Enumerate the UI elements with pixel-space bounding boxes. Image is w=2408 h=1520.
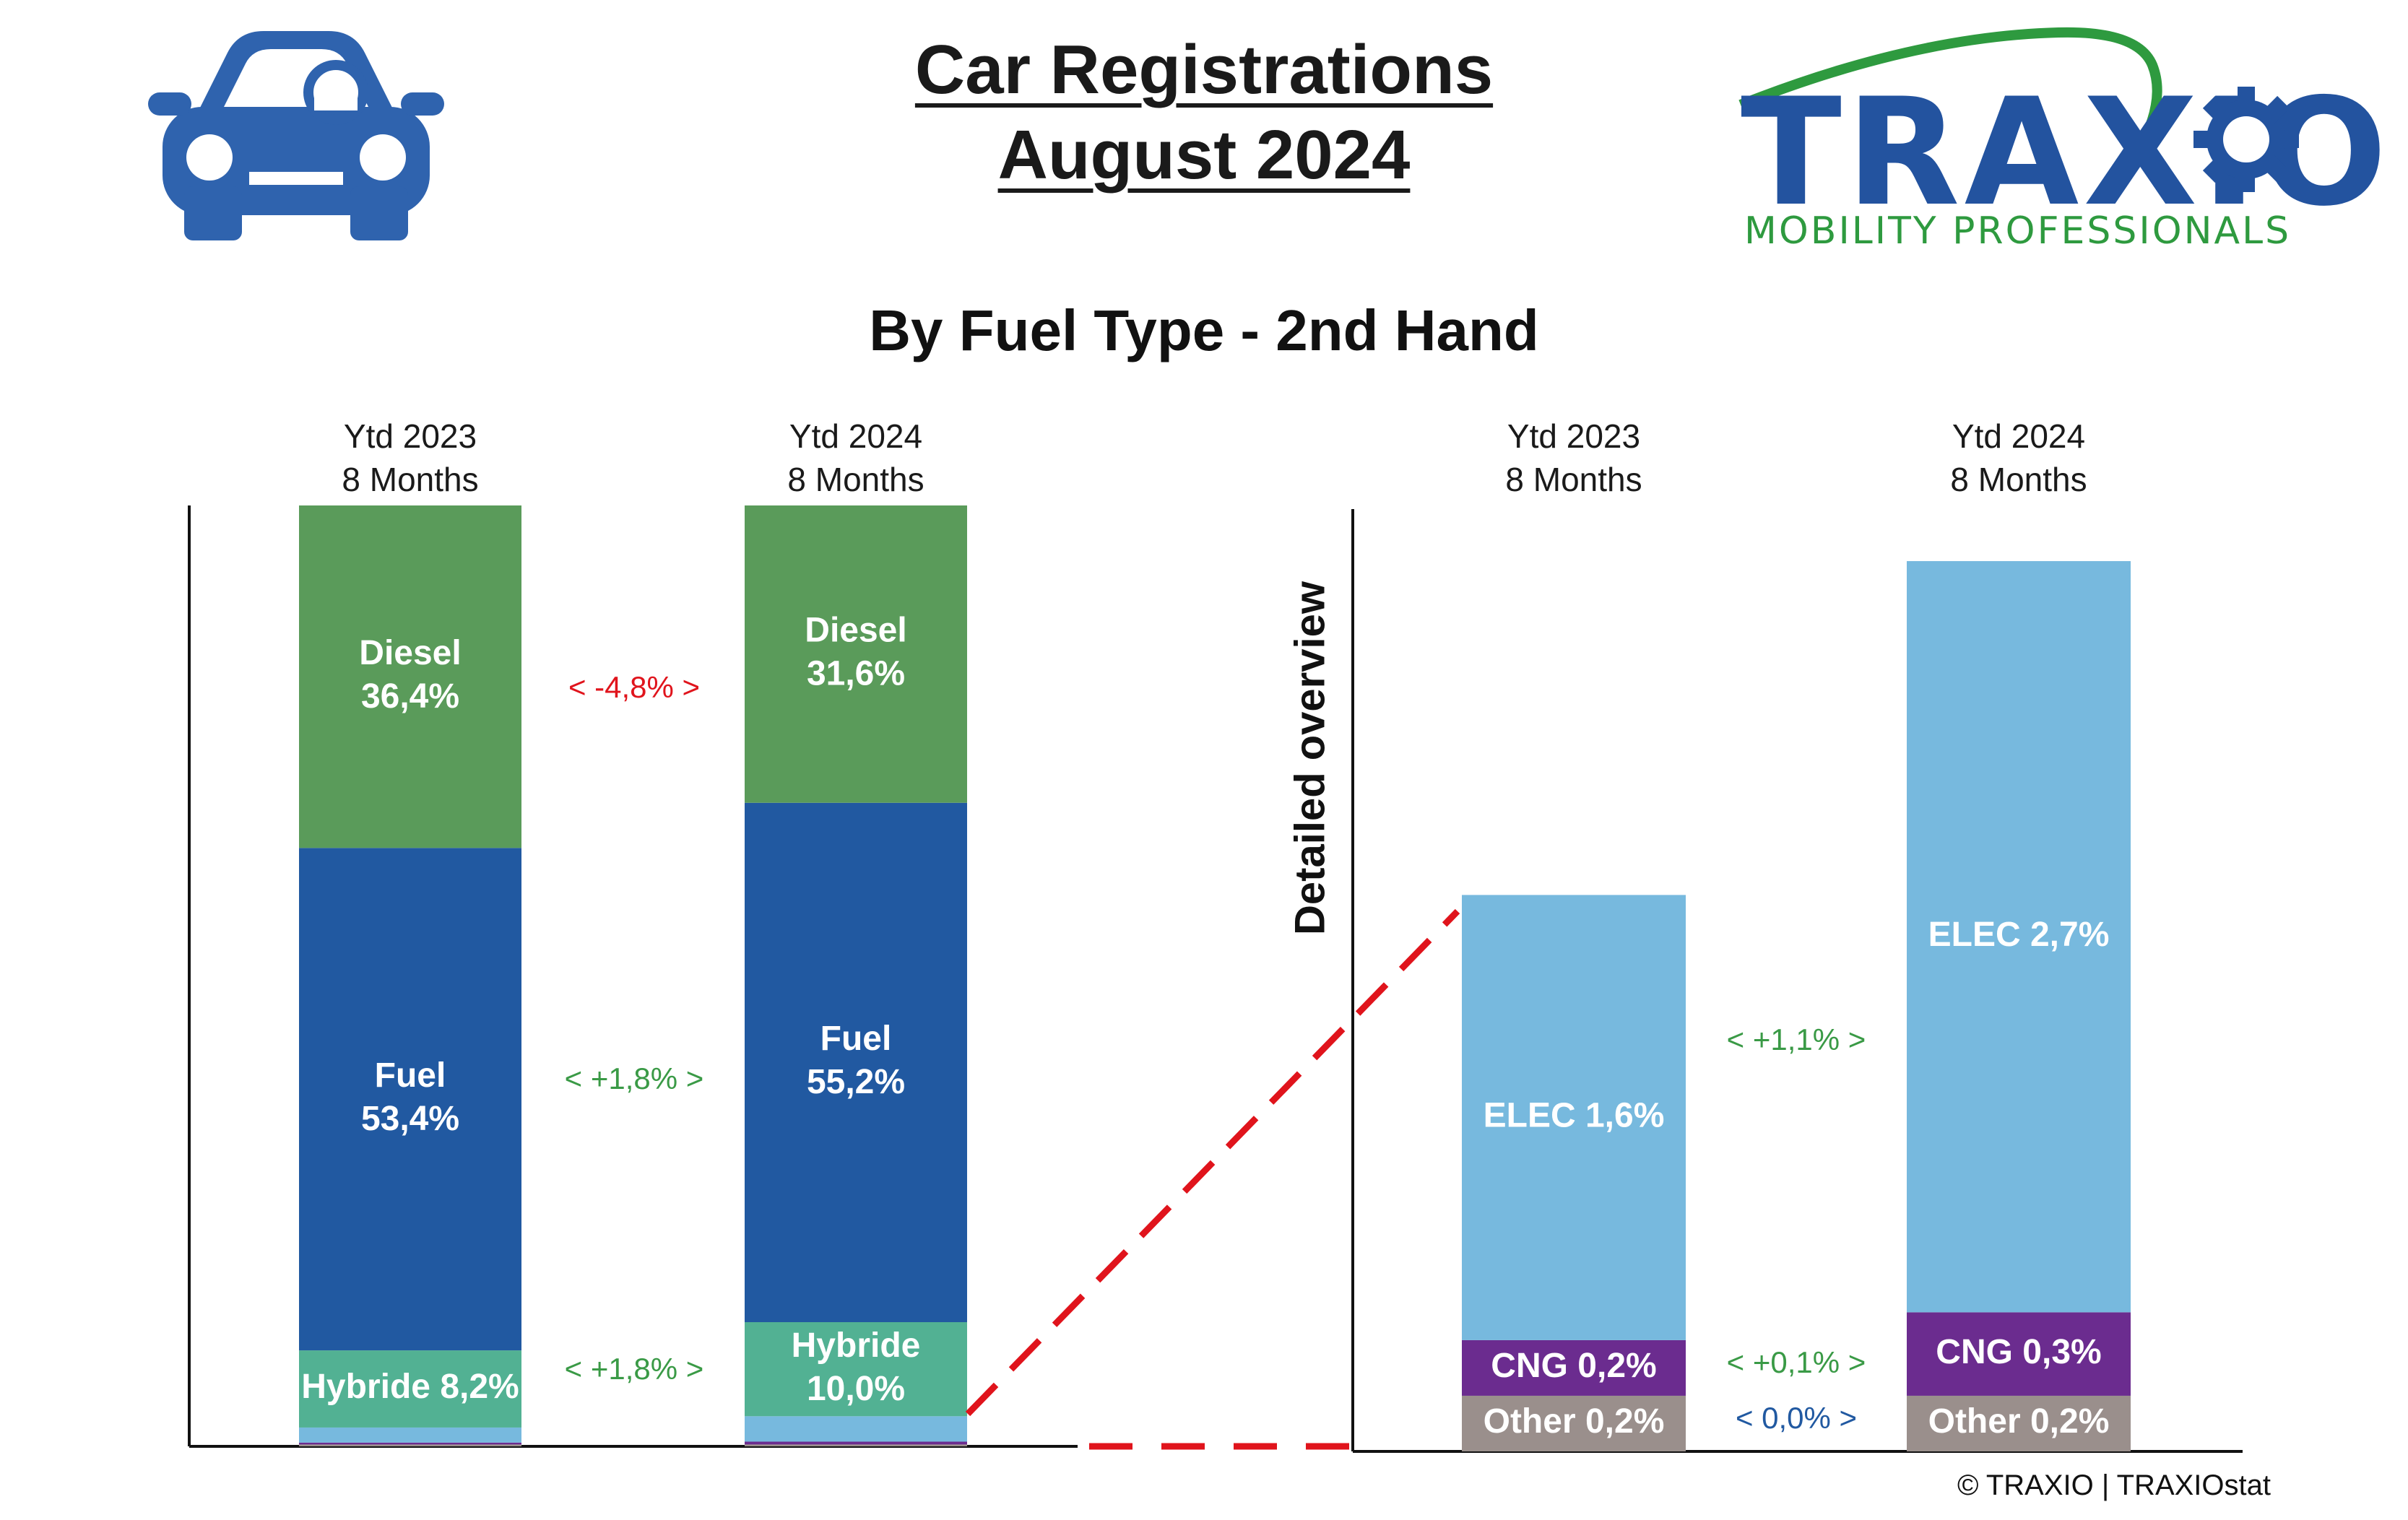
panel-1-bar-other-1 <box>299 1444 521 1446</box>
panel-1-category-label-2: 8 Months <box>787 461 924 498</box>
panel-1-bar-elec-1 <box>299 1427 521 1443</box>
gear-icon <box>2193 87 2299 192</box>
panel-1-data-label-diesel-2: Diesel <box>805 612 906 650</box>
logo-tagline: MOBILITY PROFESSIONALS <box>1744 209 2292 253</box>
panel-1-data-label-hybride-2: 10,0% <box>807 1370 905 1408</box>
panel-2-bar-other-2 <box>1907 1395 2131 1451</box>
panel-2-data-label-cng-1: CNG 0,2% <box>1491 1347 1656 1385</box>
car-front-icon <box>148 31 444 240</box>
panel-1-data-label-hybride-1: Hybride 8,2% <box>301 1368 519 1406</box>
panel-2-category-label-1: Ytd 2023 <box>1507 417 1640 455</box>
panel-2-data-label-other-2: Other 0,2% <box>1928 1402 2110 1441</box>
zoom-connector-upper <box>965 908 1460 1417</box>
panel-1-change-diesel: < -4,8% > <box>568 670 700 704</box>
panel-1-data-label-fuel-2: 55,2% <box>807 1063 905 1101</box>
panel-1-data-label-fuel-1: 53,4% <box>361 1100 459 1138</box>
panel-1-bar-diesel-1 <box>299 505 521 848</box>
panel-1-data-label-hybride-2: Hybride <box>792 1326 921 1365</box>
panel-1-data-label-fuel-1: Fuel <box>375 1056 446 1095</box>
panel-1-category-label-1: Ytd 2023 <box>344 417 477 455</box>
panel-2-change-cng: < +0,1% > <box>1727 1345 1866 1379</box>
copyright-footer: © TRAXIO | TRAXIOstat <box>1957 1469 2271 1501</box>
logo-swoosh <box>1738 27 2162 155</box>
panel-1-category-label-2: Ytd 2024 <box>789 417 922 455</box>
panel-1-bar-hybride-1 <box>299 1350 521 1428</box>
panel-2-category-label-2: 8 Months <box>1950 461 2087 498</box>
panel-2-data-label-cng-2: CNG 0,3% <box>1936 1333 2101 1371</box>
panel-1-change-fuel: < +1,8% > <box>565 1061 704 1095</box>
panel-1-bar-elec-2 <box>745 1416 967 1442</box>
chart-title-line1: Car Registrations <box>914 31 1494 108</box>
panel-2-category-label-1: 8 Months <box>1505 461 1642 498</box>
panel-2-bar-cng-2 <box>1907 1312 2131 1396</box>
panel-1-bar-other-2 <box>745 1444 967 1446</box>
panel-2-change-elec: < +1,1% > <box>1727 1022 1866 1056</box>
chart-subtitle: By Fuel Type - 2nd Hand <box>869 298 1539 362</box>
panel-1-bar-hybride-2 <box>745 1322 967 1417</box>
panel-1-change-hybride: < +1,8% > <box>565 1352 704 1386</box>
panel-1-data-label-diesel-1: 36,4% <box>361 677 459 716</box>
panel-2-bar-cng-1 <box>1462 1339 1686 1396</box>
panel-1-category-label-1: 8 Months <box>342 461 478 498</box>
panel-2-bar-elec-2 <box>1907 561 2131 1313</box>
panel-1-bar-cng-2 <box>745 1441 967 1445</box>
panel-1-data-label-diesel-1: Diesel <box>359 634 461 672</box>
panel-1-bar-cng-1 <box>299 1442 521 1445</box>
panel-1-bar-diesel-2 <box>745 505 967 803</box>
panel-1-bar-fuel-1 <box>299 848 521 1351</box>
detailed-overview-title: Detailed overview <box>1286 581 1333 935</box>
panel-1-data-label-diesel-2: 31,6% <box>807 655 905 693</box>
panel-2-bar-other-1 <box>1462 1395 1686 1451</box>
panel-1-bar-fuel-2 <box>745 802 967 1323</box>
panel-2-bar-elec-1 <box>1462 895 1686 1340</box>
panel-2-data-label-elec-1: ELEC 1,6% <box>1484 1096 1665 1134</box>
chart-title-line2: August 2024 <box>997 116 1411 194</box>
panel-1-data-label-fuel-2: Fuel <box>820 1020 892 1058</box>
panel-2-change-other: < 0,0% > <box>1736 1401 1857 1435</box>
panel-2-data-label-elec-2: ELEC 2,7% <box>1928 916 2110 954</box>
panel-2-category-label-2: Ytd 2024 <box>1952 417 2085 455</box>
panel-2-data-label-other-1: Other 0,2% <box>1484 1402 1665 1441</box>
